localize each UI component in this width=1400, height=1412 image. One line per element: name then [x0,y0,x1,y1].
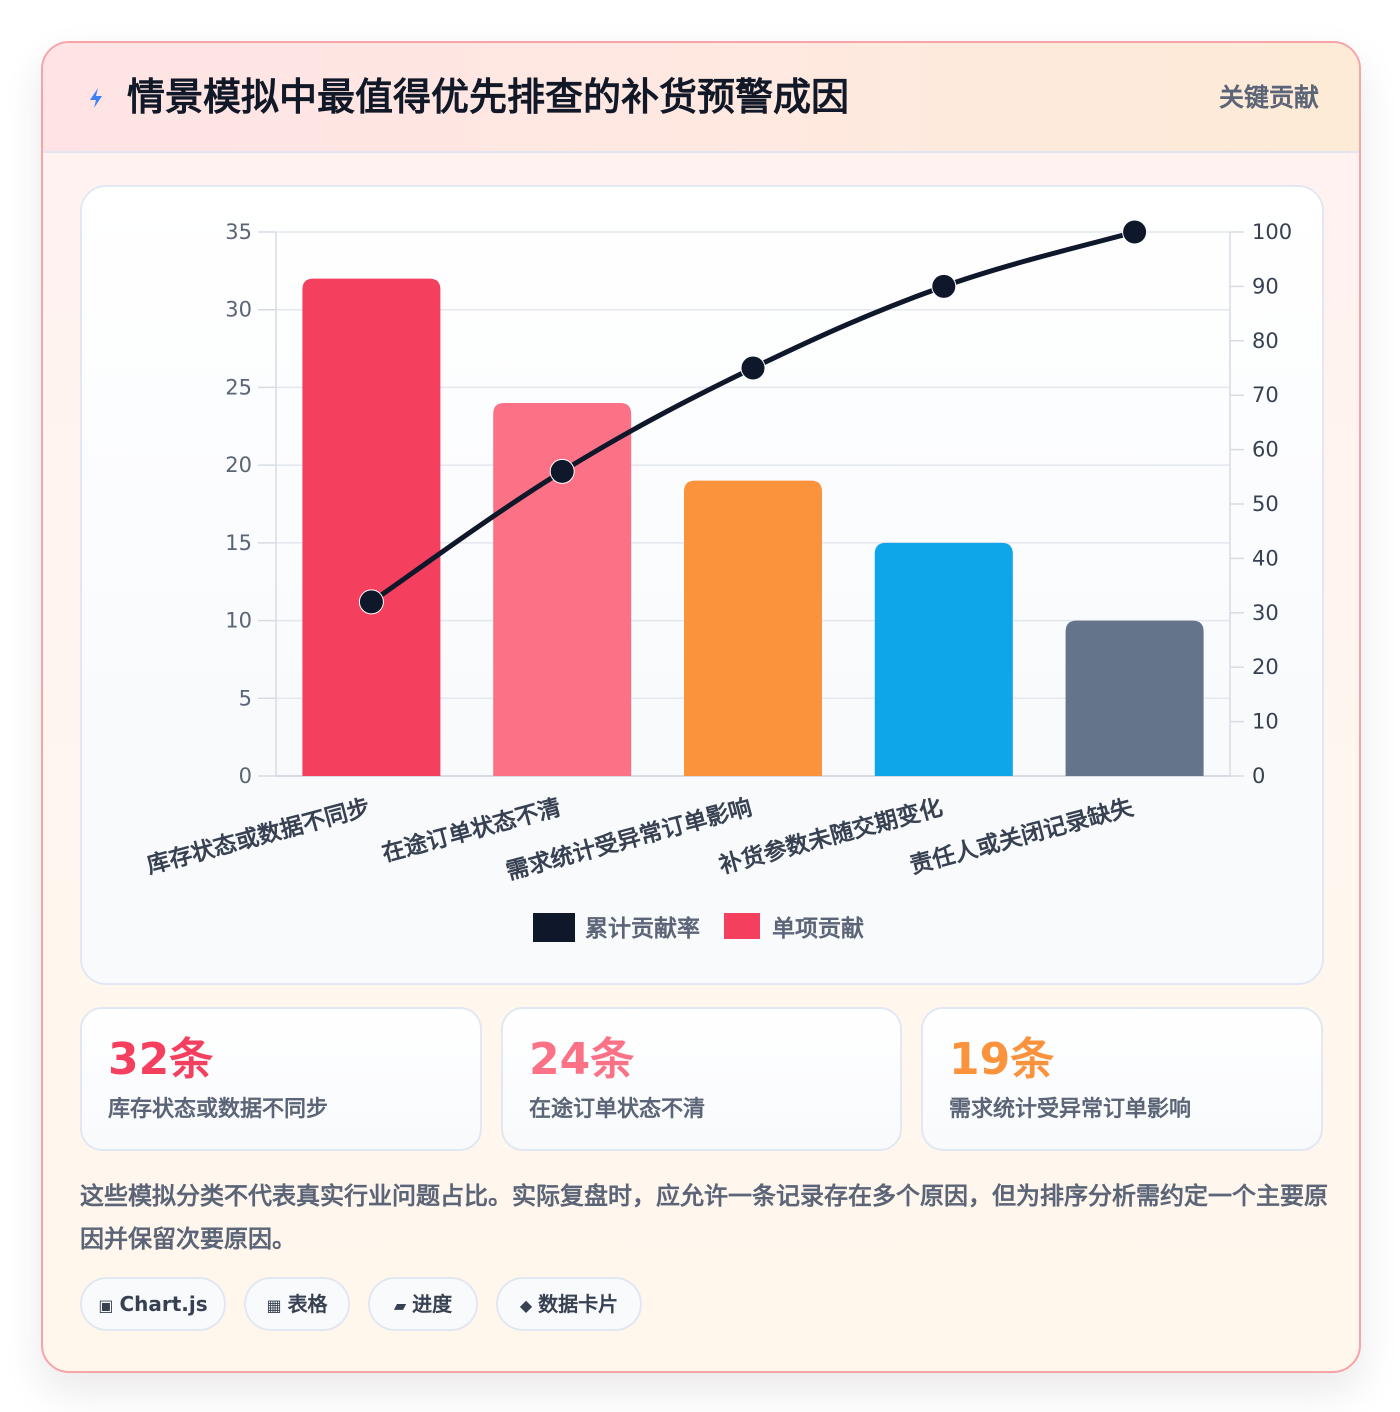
bar-5 [1065,620,1204,776]
stat-card-2: 24条 在途订单状态不清 [501,1007,902,1151]
chart-card: 情景模拟中最值得优先排查的补货预警成因 关键贡献 0 5 10 15 20 25 30 35 0… [41,41,1361,1373]
y-left-tick-label: 0 [239,764,252,788]
chip-label: Chart.js [119,1292,208,1316]
y-left-tick-label: 20 [225,453,252,477]
card-header: 情景模拟中最值得优先排查的补货预警成因 关键贡献 [43,43,1359,153]
chip-label: 表格 [287,1292,328,1316]
chart-icon: ▣ [98,1296,114,1315]
legend-label-cumulative: 累计贡献率 [585,915,700,942]
legend-swatch-single [724,913,760,939]
legend-swatch-cumulative [533,913,575,942]
cumulative-point [358,589,384,615]
table-icon: ▦ [266,1296,282,1315]
chip-data-card[interactable]: ◆ 数据卡片 [496,1277,642,1331]
cumulative-point [931,273,957,299]
lightning-icon [90,88,102,108]
bar-4 [874,542,1013,776]
pareto-chart: 0 5 10 15 20 25 30 35 0 10 20 30 40 50 60 70 80 90 100 库存状态… [144,219,1292,942]
stat-card-3: 19条 需求统计受异常订单影响 [921,1007,1323,1151]
chip-table[interactable]: ▦ 表格 [244,1277,350,1331]
y-right-tick-label: 10 [1252,710,1279,734]
stat-label: 库存状态或数据不同步 [108,1097,329,1122]
y-right-tick-label: 80 [1252,329,1279,353]
y-left-tick-label: 15 [225,531,252,555]
y-right-tick-label: 20 [1252,655,1279,679]
legend-label-single: 单项贡献 [772,916,864,942]
cumulative-point [549,458,575,484]
stat-value: 24条 [529,1034,635,1085]
y-right-tick-label: 60 [1252,438,1279,462]
chip-label: 数据卡片 [538,1292,619,1316]
y-left-tick-label: 25 [225,375,252,399]
y-left-tick-label: 30 [225,298,252,322]
stat-value: 32条 [108,1034,214,1085]
y-left-tick-label: 5 [239,686,252,710]
stat-label: 在途订单状态不清 [529,1097,706,1122]
x-category-label: 库存状态或数据不同步 [144,794,373,880]
stat-label: 需求统计受异常订单影响 [949,1097,1192,1122]
diamond-icon: ◆ [519,1296,533,1315]
stat-card-1: 32条 库存状态或数据不同步 [80,1007,482,1151]
chip-label: 进度 [412,1292,453,1316]
y-right-tick-label: 30 [1252,601,1279,625]
y-left-tick-label: 10 [225,609,252,633]
y-right-tick-label: 0 [1252,764,1265,788]
y-left-tick-label: 35 [225,220,252,244]
chart-panel: 0 5 10 15 20 25 30 35 0 10 20 30 40 50 60 70 80 90 100 库存状态… [80,185,1324,985]
y-right-tick-label: 50 [1252,492,1279,516]
y-right-tick-label: 70 [1252,383,1279,407]
page-title: 情景模拟中最值得优先排查的补货预警成因 [127,75,850,119]
bar-1 [302,278,441,776]
progress-icon: ▰ [393,1296,407,1315]
header-tag: 关键贡献 [1218,83,1319,112]
y-right-tick-label: 100 [1252,220,1292,244]
cumulative-point [1122,219,1148,245]
stat-value: 19条 [949,1034,1055,1085]
chip-chartjs[interactable]: ▣ Chart.js [80,1277,226,1331]
y-right-tick-label: 90 [1252,274,1279,298]
y-right-tick-label: 40 [1252,546,1279,570]
footnote-text: 这些模拟分类不代表真实行业问题占比。实际复盘时，应允许一条记录存在多个原因，但为… [80,1182,1328,1253]
bar-3 [684,480,822,776]
cumulative-point [740,355,766,381]
chip-progress[interactable]: ▰ 进度 [368,1277,478,1331]
